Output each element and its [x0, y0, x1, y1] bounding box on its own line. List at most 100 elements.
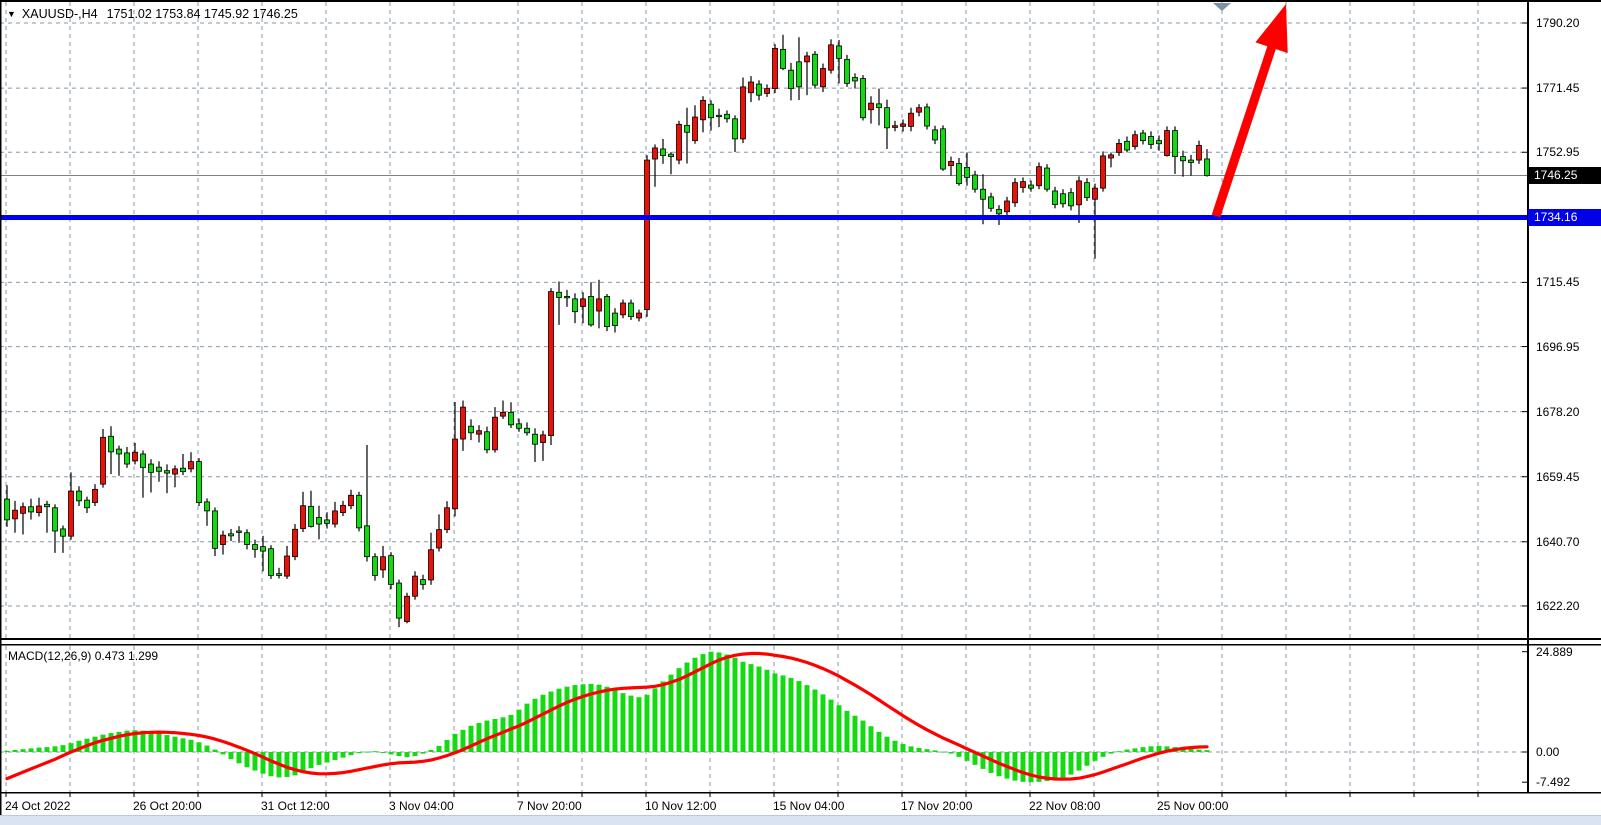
macd-bar	[892, 740, 898, 752]
bear-candle	[996, 208, 1002, 215]
bear-candle	[844, 59, 850, 84]
bull-candle	[676, 123, 682, 161]
macd-bar	[636, 697, 642, 752]
bear-candle	[788, 69, 794, 89]
bear-candle	[44, 503, 50, 508]
bull-candle	[348, 494, 354, 507]
macd-bar	[140, 730, 146, 752]
ohlc-values-label: 1751.02 1753.84 1745.92 1746.25	[106, 7, 298, 21]
bull-candle	[100, 436, 106, 485]
macd-bar	[204, 745, 210, 752]
bull-candle	[404, 595, 410, 622]
bull-candle	[1012, 182, 1018, 204]
bear-candle	[836, 45, 842, 59]
symbol-dropdown-icon[interactable]: ▼	[7, 9, 16, 19]
bear-candle	[356, 494, 362, 529]
bull-candle	[476, 430, 482, 435]
bull-candle	[188, 461, 194, 470]
macd-bar	[644, 694, 650, 752]
bear-candle	[716, 114, 722, 118]
bull-candle	[828, 44, 834, 71]
bear-candle	[1028, 184, 1034, 189]
macd-bar	[964, 752, 970, 761]
bear-candle	[1060, 193, 1066, 205]
bull-candle	[636, 312, 642, 319]
bull-candle	[764, 88, 770, 94]
price-axis-label: 1678.20	[1536, 404, 1580, 419]
macd-bar	[292, 752, 298, 776]
bull-candle	[220, 534, 226, 545]
macd-bar	[860, 720, 866, 752]
bear-candle	[796, 61, 802, 88]
macd-bar	[220, 752, 226, 755]
chart-shift-marker[interactable]	[1213, 3, 1231, 11]
bear-candle	[468, 425, 474, 434]
macd-bar	[300, 752, 306, 773]
time-axis-label: 7 Nov 20:00	[517, 799, 582, 813]
price-axis-label: 1790.20	[1536, 16, 1580, 30]
macd-bar	[316, 752, 322, 765]
bull-candle	[820, 68, 826, 88]
bull-candle	[444, 507, 450, 531]
bull-candle	[452, 438, 458, 510]
macd-bar	[1148, 746, 1154, 752]
bear-candle	[308, 505, 314, 527]
macd-bar	[364, 751, 370, 753]
macd-bar	[1116, 751, 1122, 753]
bear-candle	[1044, 167, 1050, 190]
macd-bar	[284, 752, 290, 777]
macd-bar	[268, 752, 274, 777]
macd-bar	[580, 684, 586, 752]
macd-bar	[804, 685, 810, 752]
bear-candle	[1172, 130, 1178, 157]
bear-candle	[52, 507, 58, 532]
macd-bar	[428, 749, 434, 752]
bull-candle	[1164, 130, 1170, 156]
bear-candle	[116, 448, 122, 455]
macd-bar	[180, 738, 186, 752]
bear-candle	[396, 582, 402, 619]
bull-candle	[1076, 180, 1082, 206]
macd-bar	[708, 651, 714, 752]
bear-candle	[612, 312, 618, 326]
bear-candle	[556, 291, 562, 298]
bear-candle	[860, 78, 866, 119]
macd-bar	[516, 709, 522, 752]
bear-candle	[812, 53, 818, 86]
macd-bar	[604, 686, 610, 752]
macd-bar	[148, 731, 154, 752]
bull-candle	[428, 549, 434, 581]
macd-bar	[44, 747, 50, 752]
macd-bar	[1060, 752, 1066, 778]
macd-bar	[412, 752, 418, 757]
macd-bar	[212, 749, 218, 752]
bear-candle	[684, 124, 690, 133]
bull-candle	[748, 81, 754, 94]
macd-bar	[676, 668, 682, 752]
macd-bar	[988, 752, 994, 773]
bull-candle	[340, 504, 346, 514]
bull-candle	[292, 528, 298, 558]
macd-bar	[844, 710, 850, 752]
bull-candle	[1004, 200, 1010, 213]
macd-axis-label: 0.00	[1536, 745, 1560, 759]
macd-bar	[252, 752, 258, 771]
macd-bar	[980, 752, 986, 769]
macd-bar	[652, 688, 658, 752]
bear-candle	[28, 506, 34, 513]
trend-arrow[interactable]	[1211, 4, 1288, 218]
blue-line-price-badge: 1734.16	[1528, 209, 1601, 226]
bull-candle	[548, 291, 554, 436]
bear-candle	[1156, 140, 1162, 145]
bear-candle	[724, 113, 730, 120]
macd-axis-label: 24.889	[1536, 644, 1573, 659]
price-axis-label: 1771.45	[1536, 81, 1580, 96]
macd-bar	[1028, 752, 1034, 783]
time-axis-label: 3 Nov 04:00	[389, 799, 454, 813]
macd-bar	[1124, 749, 1130, 752]
macd-bar	[532, 698, 538, 752]
bear-candle	[228, 533, 234, 537]
macd-bar	[244, 752, 250, 768]
